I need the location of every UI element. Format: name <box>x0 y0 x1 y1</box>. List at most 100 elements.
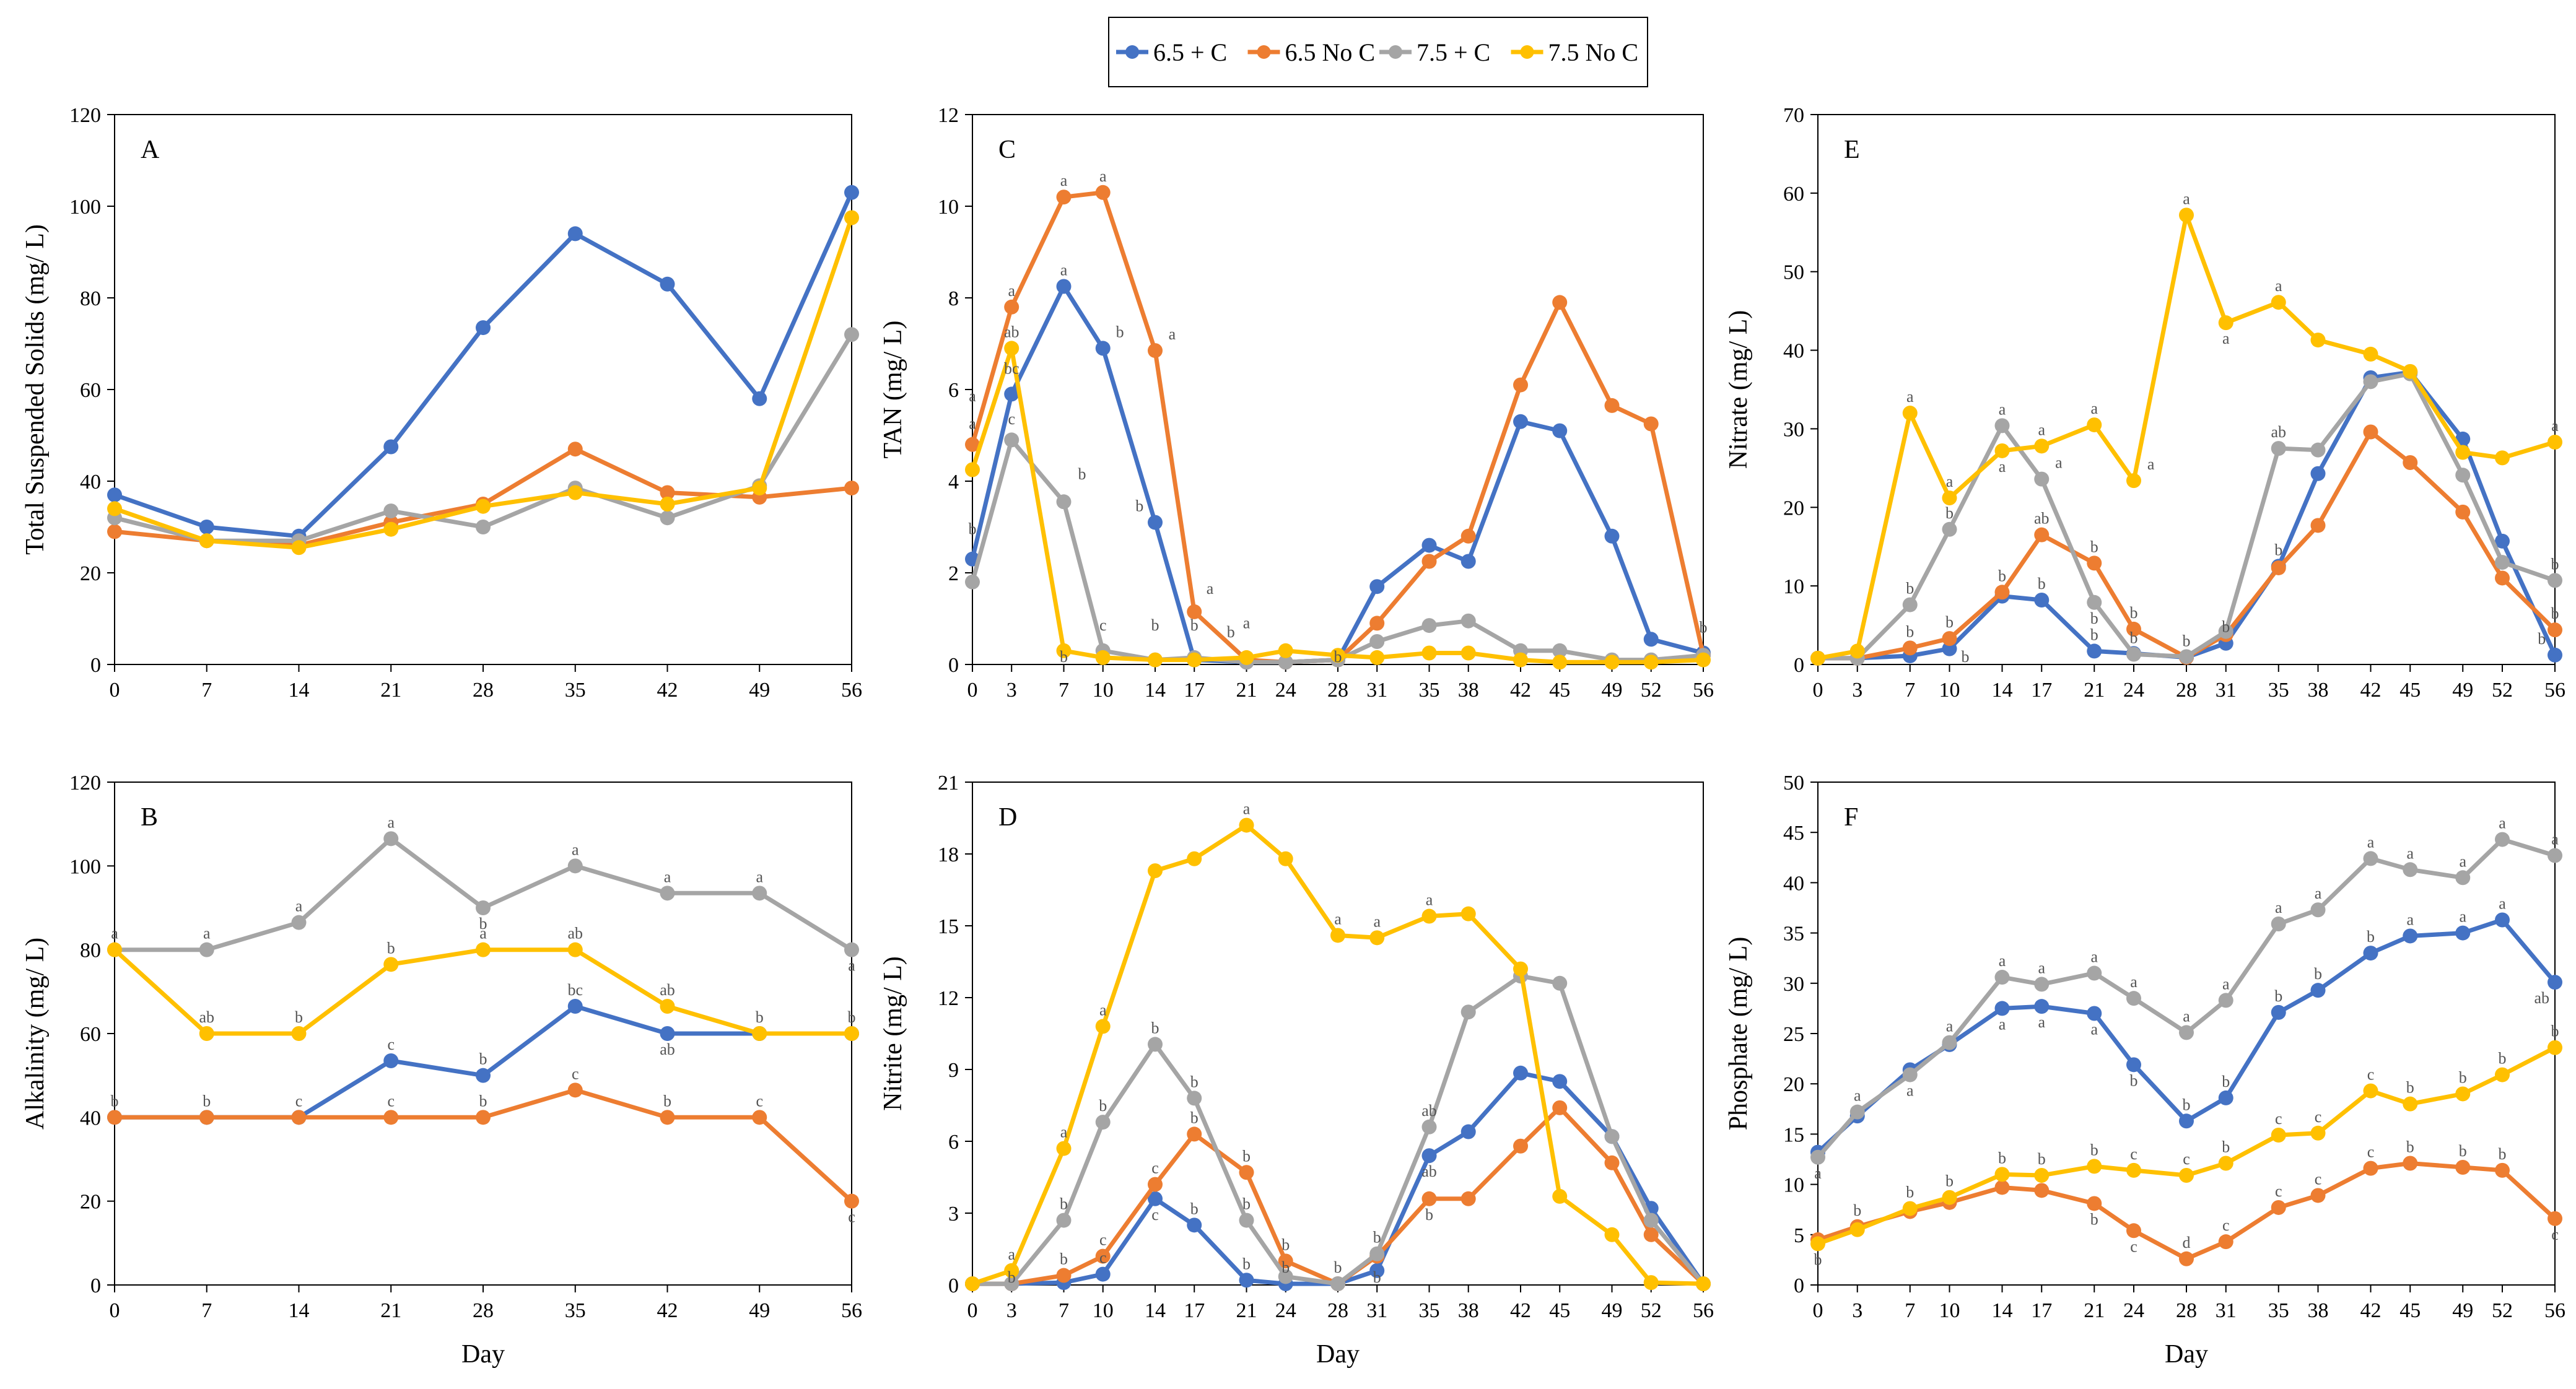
significance-letter: a <box>2222 329 2230 347</box>
series-7-5-plus-c <box>107 327 859 549</box>
data-point <box>844 942 859 957</box>
panel-e: 0 10 20 30 40 50 60 70 0 3 7 10 14 17 21 24 28 31 35 38 42 45… <box>1724 104 2565 702</box>
data-point <box>2455 870 2471 886</box>
significance-letter: b <box>2459 1068 2467 1086</box>
significance-letter: c <box>387 1035 395 1053</box>
data-point <box>2271 916 2286 931</box>
data-point <box>1810 1149 1825 1165</box>
data-point <box>1552 295 1568 310</box>
data-point <box>1643 632 1659 647</box>
data-point <box>1552 655 1568 670</box>
significance-letter: a <box>2090 948 2098 966</box>
significance-letter: a <box>969 414 976 432</box>
significance-letter: b <box>1334 1258 1342 1276</box>
significance-letter: a <box>1946 1017 1954 1035</box>
significance-letter: a <box>1999 1015 2006 1033</box>
data-point <box>2310 333 2326 348</box>
data-point <box>1643 1213 1659 1228</box>
significance-letter: b <box>2090 1141 2098 1159</box>
significance-letter: b <box>1227 623 1235 641</box>
y-axis-label: Nitrite (mg/ L) <box>879 956 907 1111</box>
data-point <box>752 481 767 496</box>
significance-letter: b <box>1281 1235 1290 1253</box>
significance-letter: a <box>479 925 487 943</box>
significance-letter: b <box>2090 625 2098 643</box>
significance-letter: a <box>848 957 855 975</box>
data-point <box>1004 299 1019 315</box>
panel-b: 0 20 40 60 80 100 120 0 7 14 21 28 35 42 49 56 Alkalinit… <box>21 772 862 1369</box>
data-point <box>2403 1156 2418 1171</box>
significance-letter: c <box>2367 1066 2375 1084</box>
data-point <box>1994 443 2010 458</box>
significance-letter: a <box>2183 189 2190 207</box>
data-point <box>1942 1190 1957 1205</box>
data-point <box>107 524 122 539</box>
x-tick-label: 21 <box>2084 679 2105 702</box>
y-tick-label: 50 <box>1783 772 1804 795</box>
x-tick-label: 0 <box>1813 679 1823 702</box>
data-point <box>567 999 583 1014</box>
significance-letter: a <box>1099 167 1107 185</box>
significance-letter: b <box>2274 541 2282 559</box>
y-tick-label: 3 <box>948 1203 959 1226</box>
data-point <box>2087 965 2102 981</box>
significance-letter: a <box>2090 399 2098 417</box>
data-point <box>1604 528 1620 544</box>
data-point <box>2271 441 2286 456</box>
significance-letter: c <box>2315 1170 2322 1188</box>
significance-letter: b <box>1998 1149 2006 1167</box>
x-tick-label: 17 <box>1184 1299 1205 1322</box>
data-point <box>383 439 399 455</box>
data-point <box>1460 613 1476 629</box>
data-point <box>2310 902 2326 918</box>
data-point <box>660 1110 675 1125</box>
data-point <box>383 1110 399 1125</box>
data-point <box>1148 1191 1163 1206</box>
significance-letter: a <box>2275 899 2282 917</box>
data-point <box>752 391 767 406</box>
data-point <box>2495 912 2510 928</box>
y-tick-label: 10 <box>938 196 959 219</box>
series-line <box>972 1105 1705 1286</box>
x-axis-label: Day <box>2165 1340 2208 1369</box>
data-point <box>1187 851 1202 866</box>
x-tick-label: 3 <box>1852 1299 1862 1322</box>
x-tick-label: 0 <box>1813 1299 1823 1322</box>
x-tick-label: 38 <box>2308 679 2329 702</box>
data-point <box>2126 1057 2141 1073</box>
data-point <box>1148 1177 1163 1192</box>
data-point <box>1552 643 1568 658</box>
significance-letter: b <box>1281 1258 1290 1276</box>
data-point <box>199 520 214 534</box>
data-point <box>567 942 583 957</box>
data-point <box>1056 1141 1072 1156</box>
data-point <box>1004 386 1019 402</box>
y-tick-label: 0 <box>948 654 959 677</box>
data-point <box>107 1110 122 1125</box>
data-point <box>1902 597 1918 612</box>
significance-letter: b <box>111 1092 119 1110</box>
significance-letter: a <box>969 387 976 405</box>
series-line <box>972 973 1705 1286</box>
significance-letter: b <box>1945 1172 1954 1190</box>
y-tick-label: 120 <box>69 104 101 127</box>
data-point <box>2034 999 2050 1014</box>
significance-letter: b <box>1373 1268 1381 1286</box>
significance-letter: a <box>2551 830 2559 848</box>
data-point <box>2087 643 2102 659</box>
series-7-5-plus-c <box>965 432 1711 670</box>
data-point <box>1239 817 1254 833</box>
series-line <box>113 947 852 1036</box>
data-point <box>2548 647 2562 663</box>
significance-letter: bc <box>1004 360 1019 378</box>
significance-letter: a <box>2038 1013 2045 1031</box>
data-point <box>844 327 859 342</box>
y-axis-label: Phosphate (mg/ L) <box>1724 937 1753 1131</box>
data-point <box>2218 1156 2233 1171</box>
data-point <box>1330 648 1345 663</box>
data-point <box>199 942 214 957</box>
